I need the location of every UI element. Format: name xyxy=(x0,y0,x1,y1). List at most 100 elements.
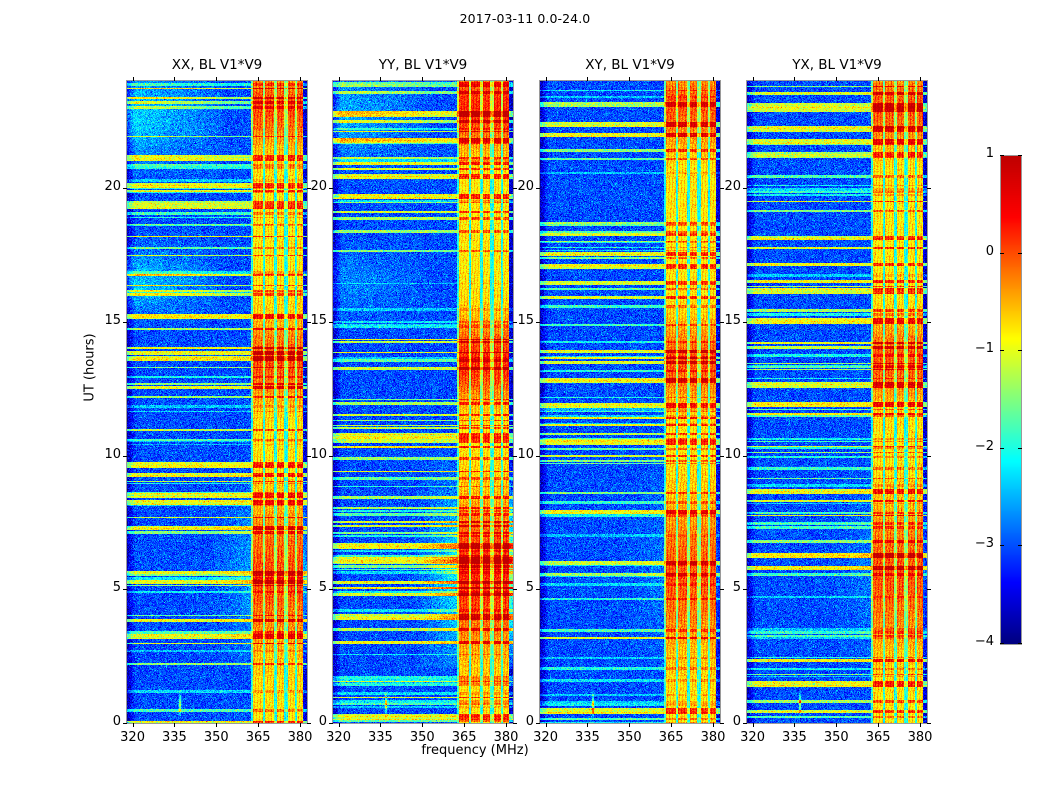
y-tick-mark-right xyxy=(307,455,311,457)
x-tick-mark xyxy=(258,723,260,727)
y-tick-label: 15 xyxy=(104,312,121,328)
y-tick-mark-right xyxy=(927,188,931,189)
y-tick-label: 20 xyxy=(724,179,741,194)
colorbar-tick-mark-right xyxy=(1018,447,1022,449)
colorbar-tick-mark xyxy=(1000,447,1004,449)
panel-title-xx: XX, BL V1*V9 xyxy=(171,57,263,73)
x-tick-mark-top xyxy=(713,77,715,81)
x-tick-mark xyxy=(794,723,796,727)
heatmap-panel-yx[interactable]: YX, BL V1*V9 320 335 350 365 380 0 5 10 15 20 xyxy=(724,57,932,745)
y-tick-label: 10 xyxy=(517,446,534,462)
y-tick-mark xyxy=(329,589,333,591)
colorbar-tick-label: −2 xyxy=(974,438,994,454)
x-tick-mark-top xyxy=(422,77,424,81)
x-tick-label: 350 xyxy=(823,730,849,745)
y-tick-mark xyxy=(123,723,127,724)
panel-title-yy: YY, BL V1*V9 xyxy=(378,57,468,73)
y-tick-label: 0 xyxy=(318,714,327,729)
y-tick-mark-right xyxy=(307,321,311,323)
y-axis-label: UT (hours) xyxy=(82,333,98,402)
x-tick-mark xyxy=(878,723,880,727)
x-tick-mark xyxy=(380,723,382,727)
y-tick-mark-right xyxy=(927,723,931,724)
panel-title-yx: YX, BL V1*V9 xyxy=(792,57,882,73)
panel-title-xy: XY, BL V1*V9 xyxy=(585,57,675,73)
x-tick-label: 335 xyxy=(162,730,187,745)
x-tick-label: 365 xyxy=(865,730,891,745)
x-tick-mark xyxy=(300,723,302,727)
x-tick-label: 335 xyxy=(368,730,393,745)
x-tick-mark xyxy=(629,723,631,727)
x-tick-mark xyxy=(216,723,218,727)
x-tick-label: 380 xyxy=(287,730,313,745)
y-tick-label: 15 xyxy=(724,312,741,328)
y-tick-mark-right xyxy=(513,188,517,189)
x-tick-label: 365 xyxy=(245,730,271,745)
y-tick-label: 0 xyxy=(732,714,741,729)
y-tick-mark-right xyxy=(927,589,931,591)
x-tick-mark xyxy=(338,723,340,727)
y-tick-mark-right xyxy=(307,589,311,591)
waterfall-image-xx xyxy=(127,81,307,723)
x-tick-label: 335 xyxy=(782,730,807,745)
x-tick-label: 335 xyxy=(575,730,600,745)
y-tick-mark xyxy=(536,589,540,591)
x-tick-mark xyxy=(671,723,673,727)
x-tick-label: 350 xyxy=(203,730,229,745)
x-tick-mark xyxy=(506,723,508,727)
y-tick-mark-right xyxy=(927,455,931,457)
y-tick-label: 20 xyxy=(310,179,327,194)
heatmap-panel-yy[interactable]: YY, BL V1*V9 320 335 350 365 380 0 5 10 15 20 xyxy=(310,57,518,745)
colorbar-tick-mark-right xyxy=(1018,545,1022,547)
y-tick-mark-right xyxy=(513,723,517,724)
y-tick-mark xyxy=(123,188,127,189)
x-tick-mark-top xyxy=(545,77,547,81)
colorbar-container: −4−3−2−101 log10 amplitude xyxy=(975,146,1022,649)
y-tick-mark xyxy=(536,321,540,323)
colorbar-tick-mark xyxy=(1000,155,1004,156)
y-tick-mark-right xyxy=(720,589,724,591)
y-tick-mark xyxy=(329,455,333,457)
y-tick-label: 20 xyxy=(517,179,534,194)
y-tick-mark xyxy=(123,589,127,591)
y-tick-mark xyxy=(329,321,333,323)
colorbar-tick-mark-right xyxy=(1018,350,1022,352)
x-tick-mark-top xyxy=(671,77,673,81)
x-tick-mark xyxy=(752,723,754,727)
heatmap-panel-xy[interactable]: XY, BL V1*V9 320 335 350 365 380 0 5 10 15 20 xyxy=(517,57,725,745)
y-tick-label: 10 xyxy=(724,446,741,462)
waterfall-image-yx xyxy=(747,81,927,723)
x-tick-mark-top xyxy=(216,77,218,81)
y-tick-mark-right xyxy=(720,188,724,189)
y-tick-mark xyxy=(123,455,127,457)
x-tick-label: 380 xyxy=(700,730,726,745)
y-tick-mark-right xyxy=(927,321,931,323)
y-tick-mark xyxy=(743,589,747,591)
x-tick-label: 320 xyxy=(740,730,765,745)
x-tick-mark xyxy=(713,723,715,727)
y-tick-mark xyxy=(123,321,127,323)
x-tick-mark xyxy=(422,723,424,727)
colorbar-tick-mark xyxy=(1000,252,1004,254)
x-tick-label: 320 xyxy=(533,730,558,745)
x-tick-mark xyxy=(836,723,838,727)
x-tick-mark-top xyxy=(506,77,508,81)
x-tick-label: 350 xyxy=(616,730,642,745)
colorbar-tick-mark xyxy=(1000,643,1004,644)
heatmap-panel-xx[interactable]: XX, BL V1*V9 320 335 350 365 380 0 5 10 15 20 xyxy=(104,57,312,745)
y-tick-mark-right xyxy=(720,321,724,323)
colorbar-tick-label: −3 xyxy=(974,536,994,552)
x-tick-mark-top xyxy=(794,77,796,81)
x-tick-mark xyxy=(464,723,466,727)
x-axis-label: frequency (MHz) xyxy=(421,743,529,758)
colorbar-tick-mark-right xyxy=(1018,643,1022,644)
x-tick-mark xyxy=(174,723,176,727)
y-tick-mark-right xyxy=(513,455,517,457)
colorbar-tick-label: 0 xyxy=(985,243,994,259)
y-tick-label: 5 xyxy=(318,580,327,596)
figure-suptitle: 2017-03-11 0.0-24.0 xyxy=(459,11,591,26)
y-tick-mark-right xyxy=(513,589,517,591)
x-tick-label: 380 xyxy=(907,730,933,745)
colorbar[interactable] xyxy=(1000,155,1022,645)
y-tick-label: 5 xyxy=(112,580,121,596)
